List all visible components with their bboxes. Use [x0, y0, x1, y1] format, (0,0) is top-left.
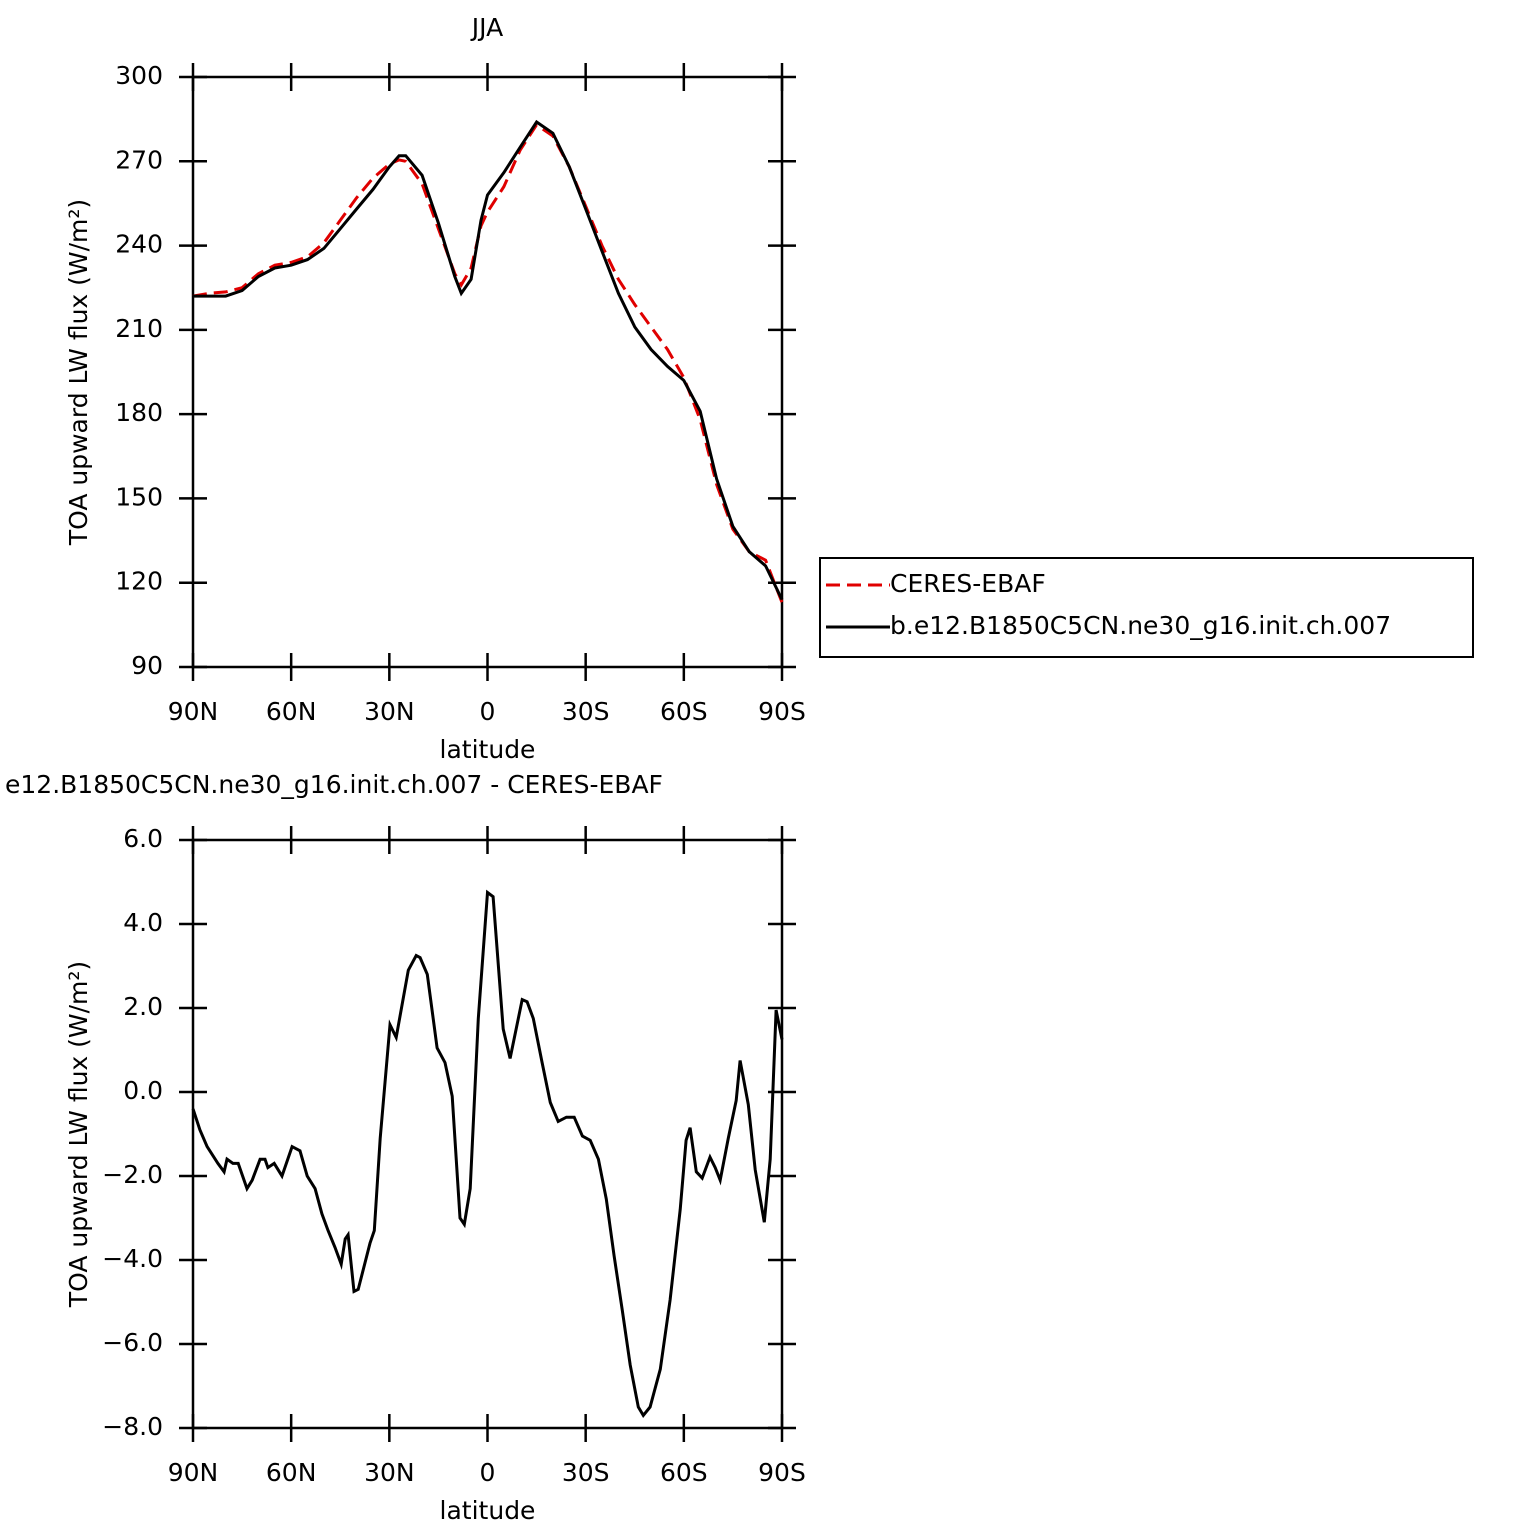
x-tick-label: 90S [758, 697, 806, 726]
x-axis-label: latitude [440, 735, 536, 764]
x-tick-label: 30S [562, 1458, 610, 1487]
x-tick-label: 30N [364, 697, 415, 726]
y-tick-label: 240 [115, 230, 163, 259]
legend-label: CERES-EBAF [890, 569, 1046, 598]
x-tick-label: 90S [758, 1458, 806, 1487]
y-tick-label: −2.0 [102, 1160, 163, 1189]
y-tick-label: 210 [115, 314, 163, 343]
data-line [191, 889, 784, 1419]
x-tick-label: 30S [562, 697, 610, 726]
y-tick-label: 180 [115, 398, 163, 427]
y-tick-label: 6.0 [123, 824, 163, 853]
x-tick-label: 0 [480, 1458, 496, 1487]
x-tick-label: 60S [660, 697, 708, 726]
plot-frame [191, 75, 784, 669]
y-tick-label: 120 [115, 567, 163, 596]
legend-box [819, 557, 1474, 658]
y-tick-label: −8.0 [102, 1412, 163, 1441]
x-tick-label: 60N [266, 1458, 317, 1487]
x-axis-label: latitude [440, 1496, 536, 1525]
x-tick-label: 90N [168, 697, 219, 726]
x-tick-label: 60S [660, 1458, 708, 1487]
plot-frame [191, 838, 784, 1430]
y-tick-label: 4.0 [123, 908, 163, 937]
data-line [193, 119, 784, 601]
x-tick-label: 90N [168, 1458, 219, 1487]
x-tick-label: 60N [266, 697, 317, 726]
chart-title: JJA [470, 13, 503, 42]
y-tick-label: −4.0 [102, 1244, 163, 1273]
x-tick-label: 30N [364, 1458, 415, 1487]
y-axis-label: TOA upward LW flux (W/m²) [64, 199, 93, 546]
chart-title: e12.B1850C5CN.ne30_g16.init.ch.007 - CER… [5, 770, 663, 799]
y-tick-label: 0.0 [123, 1076, 163, 1105]
y-tick-label: 150 [115, 482, 163, 511]
y-tick-label: 90 [131, 651, 163, 680]
legend-label: b.e12.B1850C5CN.ne30_g16.init.ch.007 [890, 611, 1391, 640]
y-tick-label: 270 [115, 145, 163, 174]
y-tick-label: 2.0 [123, 992, 163, 1021]
y-tick-label: −6.0 [102, 1328, 163, 1357]
x-tick-label: 0 [480, 697, 496, 726]
y-tick-label: 300 [115, 61, 163, 90]
y-axis-label: TOA upward LW flux (W/m²) [64, 961, 93, 1308]
